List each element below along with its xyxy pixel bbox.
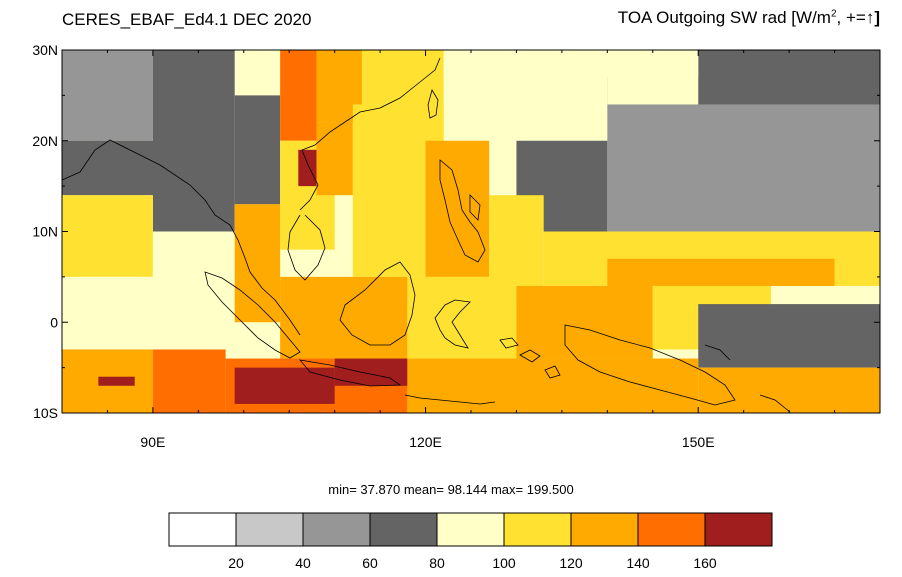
field-region <box>152 349 226 413</box>
colorbar-label: 80 <box>429 555 445 571</box>
colorbar-label: 160 <box>693 555 717 571</box>
field-region <box>98 376 135 386</box>
colorbar-label: 20 <box>228 555 244 571</box>
field-region <box>407 358 699 413</box>
plot-title-right: TOA Outgoing SW rad [W/m2, +=↑] <box>618 8 880 28</box>
coastline-lesser-sunda <box>404 337 561 405</box>
title-right-close: ] <box>874 8 880 27</box>
stat-mean-value: 98.144 <box>447 482 488 497</box>
title-right-text: TOA Outgoing SW rad [W/m <box>617 8 831 27</box>
colorbar-swatch <box>704 512 773 547</box>
lon-tick-label: 150E <box>682 434 715 450</box>
colorbar-label: 40 <box>295 555 311 571</box>
colorbar-swatch <box>503 512 572 547</box>
field-region <box>234 367 335 404</box>
stat-min-label: min= <box>328 482 357 497</box>
field-region <box>234 95 281 205</box>
colorbar-swatch <box>369 512 438 547</box>
field-region <box>698 304 880 368</box>
field-region <box>698 50 880 105</box>
field-region <box>443 50 490 141</box>
field-region <box>361 50 444 105</box>
axis-ticks <box>62 49 880 414</box>
coastline-sulawesi <box>434 299 471 349</box>
field-region <box>607 50 699 105</box>
title-right-sup: 2 <box>830 8 837 20</box>
up-arrow-icon: ↑ <box>865 8 875 27</box>
field-region <box>62 195 153 277</box>
field-region <box>62 50 153 141</box>
coastlines <box>61 57 791 413</box>
coastline-new-guinea <box>564 324 736 406</box>
field-region <box>334 358 408 386</box>
field-region <box>280 276 408 359</box>
coastline-java <box>299 359 402 387</box>
colorbar-swatch <box>436 512 505 547</box>
stat-max-label: max= <box>490 482 524 497</box>
stat-max-value: 199.500 <box>526 482 574 497</box>
colorbar-swatch <box>302 512 371 547</box>
coastline-mainland-asia <box>61 57 441 336</box>
field-region <box>298 149 317 187</box>
colorbar-label: 60 <box>362 555 378 571</box>
field-region <box>152 50 235 232</box>
coastline-sumatra <box>204 271 301 359</box>
lat-tick-label: 30N <box>32 42 58 58</box>
colorbar-swatch <box>637 512 706 547</box>
field-region <box>425 140 490 277</box>
field-region <box>234 204 281 323</box>
colorbar-label: 100 <box>492 555 516 571</box>
lat-tick-label: 0 <box>50 314 58 330</box>
axis-tick-labels: 30N 20N 10N 0 10S 90E 120E 150E <box>32 42 714 450</box>
field-region <box>280 50 317 141</box>
field-region <box>516 285 653 359</box>
field-statistics: min= 37.870 mean= 98.144 max= 199.500 <box>0 482 902 497</box>
coastline-bismarck <box>704 344 791 413</box>
colorbar-label: 140 <box>626 555 650 571</box>
plot-title-left: CERES_EBAF_Ed4.1 DEC 2020 <box>62 10 312 29</box>
stat-mean-label: mean= <box>403 482 444 497</box>
lat-tick-label: 10S <box>33 405 58 421</box>
stat-min-value: 37.870 <box>360 482 401 497</box>
field-region <box>316 122 353 196</box>
colorbar-swatch <box>235 512 304 547</box>
coastline-borneo <box>339 261 416 346</box>
lon-tick-label: 90E <box>140 434 165 450</box>
field-region <box>80 276 153 350</box>
field-region <box>407 276 517 359</box>
field-region <box>607 258 835 286</box>
coastline-philippines <box>439 159 486 263</box>
title-right-suffix: , += <box>836 8 866 27</box>
colorbar-label: 120 <box>559 555 583 571</box>
lat-tick-label: 20N <box>32 133 58 149</box>
colorbar-swatch <box>570 512 639 547</box>
coastline-taiwan <box>427 88 439 119</box>
lat-tick-label: 10N <box>32 224 58 240</box>
field-region <box>152 231 235 350</box>
colorbar: 20 40 60 80 100 120 140 160 <box>168 512 773 571</box>
sw-flux-field <box>62 50 880 413</box>
colorbar-swatch <box>168 512 237 547</box>
field-region <box>698 367 880 413</box>
lon-tick-label: 120E <box>409 434 442 450</box>
